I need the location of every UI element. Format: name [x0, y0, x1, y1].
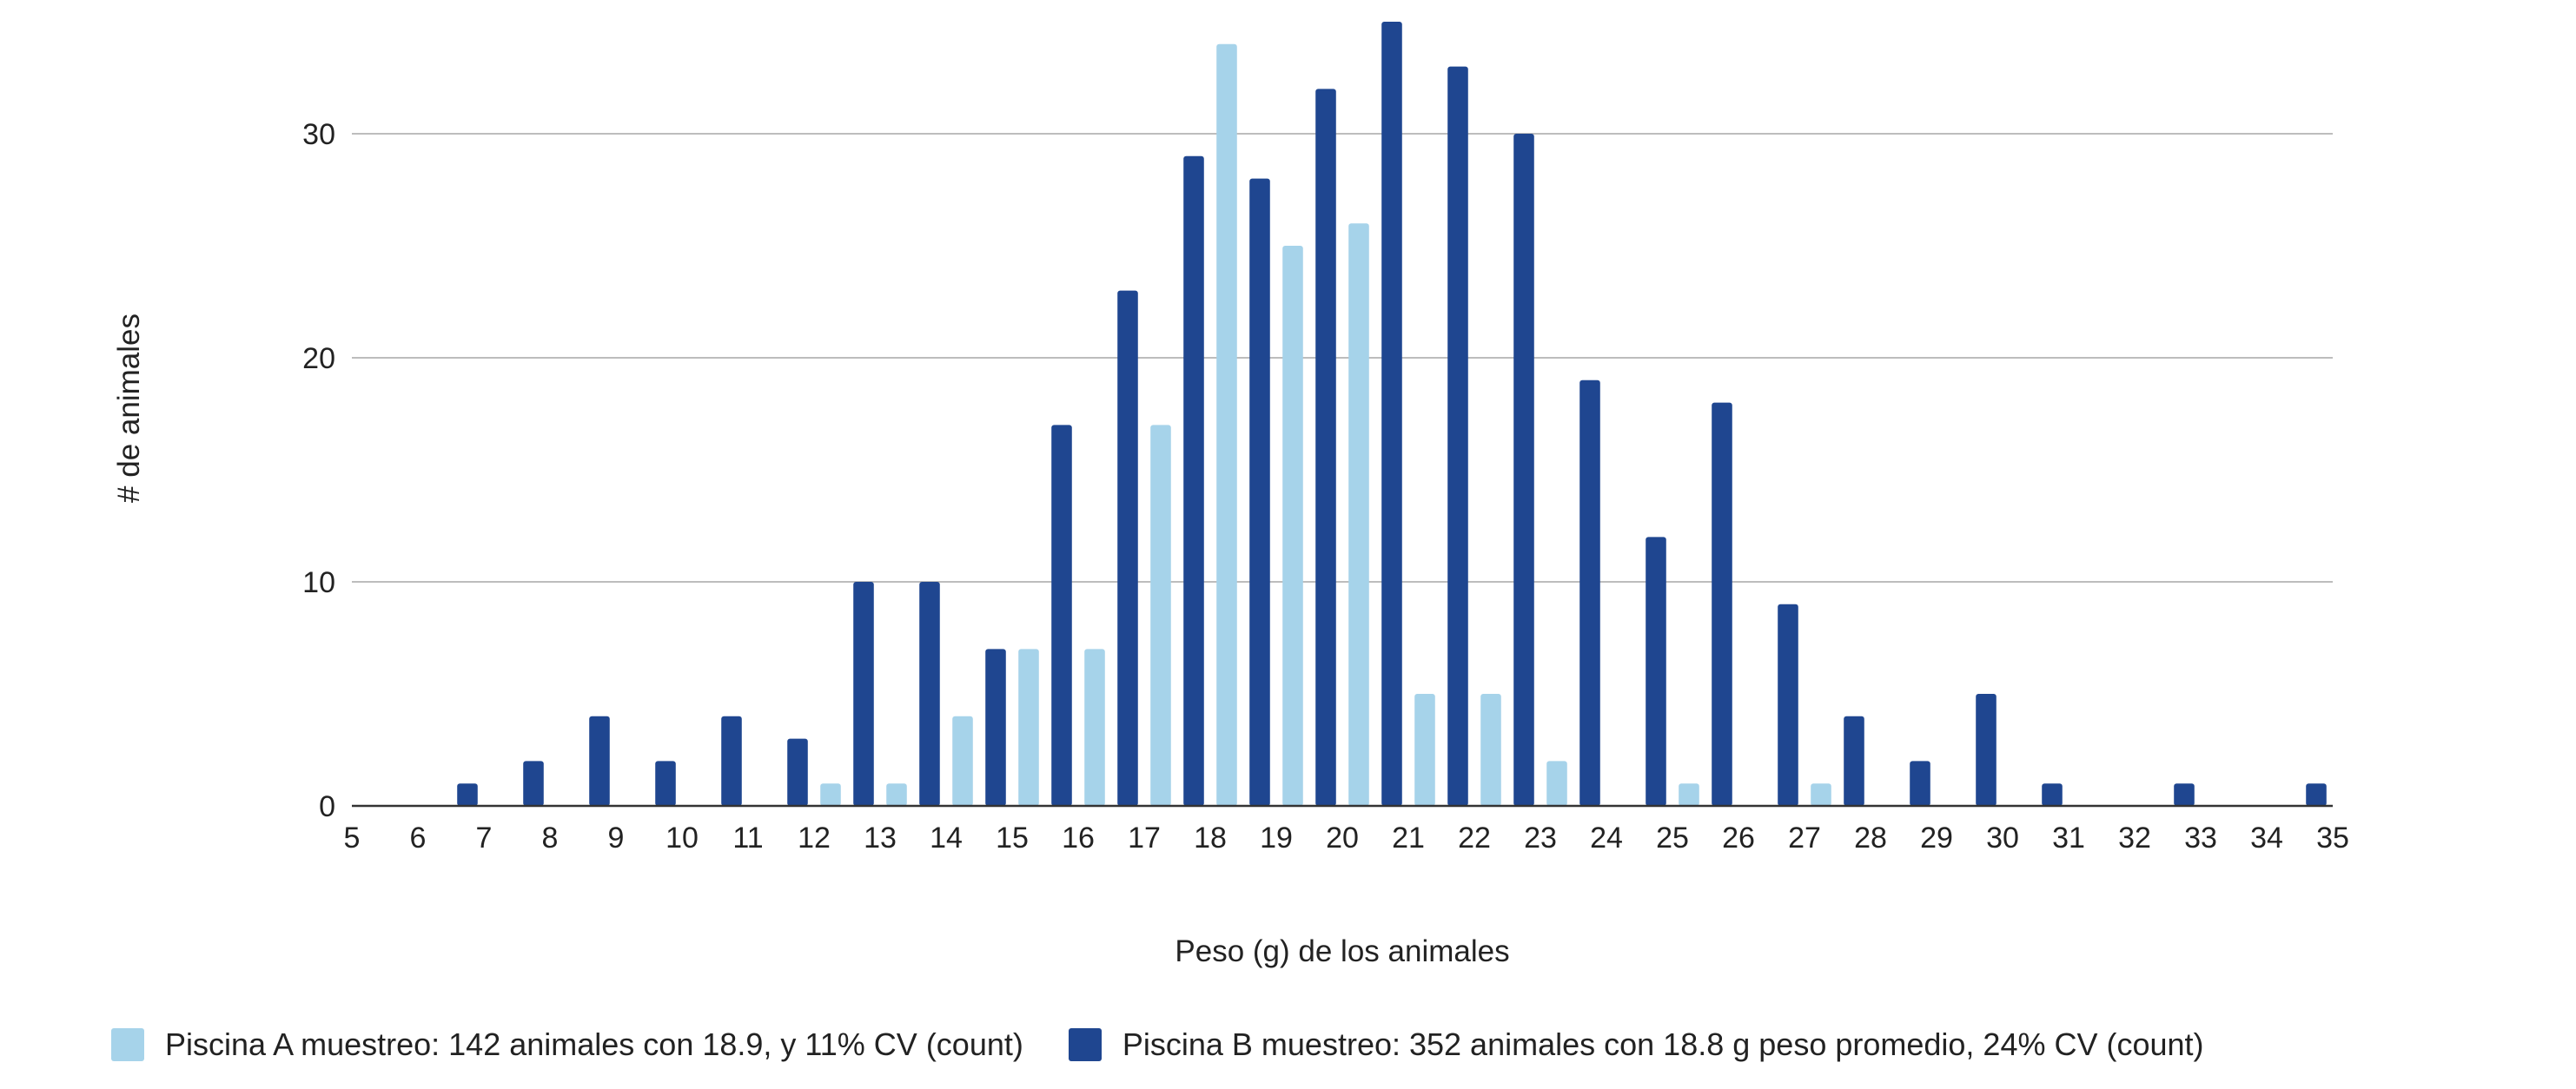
bar-piscina-a-12	[820, 783, 841, 806]
x-tick-label-11: 11	[732, 822, 763, 855]
x-tick-label-6: 6	[410, 822, 427, 855]
bar-piscina-b-14	[985, 649, 1006, 806]
y-axis-tick-labels: 0 10 20 30	[302, 118, 335, 823]
y-tick-label-30: 30	[302, 118, 335, 151]
bar-piscina-b-16	[1117, 290, 1138, 807]
bar-piscina-b-34	[2306, 783, 2327, 806]
legend-item-piscina-a: Piscina A muestreo: 142 animales con 18.…	[111, 1026, 1023, 1063]
y-axis-title: # de animales	[112, 314, 146, 503]
x-tick-label-10: 10	[666, 822, 699, 855]
legend-swatch-piscina-a	[111, 1028, 144, 1061]
bar-piscina-a-25	[1679, 783, 1699, 806]
bar-piscina-a-23	[1546, 761, 1567, 806]
x-tick-label-8: 8	[542, 822, 559, 855]
bar-piscina-b-18	[1249, 178, 1270, 807]
bar-piscina-b-26	[1778, 604, 1798, 806]
bar-piscina-b-23	[1579, 380, 1600, 806]
x-tick-label-29: 29	[1920, 822, 1953, 855]
bar-piscina-b-11	[787, 738, 808, 806]
bar-piscina-b-8	[589, 716, 610, 806]
bar-piscina-b-32	[2174, 783, 2195, 806]
bar-piscina-b-21	[1447, 66, 1468, 807]
bar-piscina-a-14	[952, 716, 973, 806]
x-tick-label-7: 7	[476, 822, 493, 855]
x-tick-label-26: 26	[1722, 822, 1755, 855]
x-tick-label-33: 33	[2184, 822, 2217, 855]
bar-piscina-b-28	[1910, 761, 1930, 806]
gridlines	[352, 133, 2333, 583]
bar-piscina-a-19	[1282, 246, 1303, 806]
x-axis-title: Peso (g) de los animales	[1175, 934, 1509, 968]
bars	[457, 22, 2327, 807]
bar-piscina-b-24	[1646, 537, 1666, 806]
bar-piscina-b-29	[1976, 694, 1997, 806]
x-tick-label-16: 16	[1062, 822, 1095, 855]
y-tick-label-20: 20	[302, 342, 335, 375]
bar-piscina-b-6	[457, 783, 478, 806]
legend-item-piscina-b: Piscina B muestreo: 352 animales con 18.…	[1068, 1026, 2204, 1063]
bar-piscina-b-27	[1844, 716, 1864, 806]
x-tick-label-34: 34	[2250, 822, 2283, 855]
x-tick-label-17: 17	[1128, 822, 1161, 855]
bar-piscina-b-10	[721, 716, 742, 806]
x-tick-label-12: 12	[798, 822, 831, 855]
x-tick-label-28: 28	[1854, 822, 1887, 855]
x-tick-label-14: 14	[930, 822, 963, 855]
x-tick-label-19: 19	[1260, 822, 1293, 855]
x-tick-label-20: 20	[1326, 822, 1359, 855]
bar-piscina-a-27	[1811, 783, 1831, 806]
bar-piscina-b-13	[919, 582, 940, 806]
x-tick-label-23: 23	[1524, 822, 1557, 855]
bar-piscina-b-30	[2042, 783, 2063, 806]
x-tick-label-30: 30	[1986, 822, 2019, 855]
y-tick-label-10: 10	[302, 566, 335, 599]
bar-piscina-a-17	[1150, 425, 1171, 806]
x-tick-label-15: 15	[996, 822, 1029, 855]
x-tick-label-5: 5	[344, 822, 361, 855]
bar-piscina-a-13	[886, 783, 907, 806]
bar-piscina-b-25	[1712, 402, 1732, 806]
x-tick-label-31: 31	[2052, 822, 2085, 855]
x-tick-label-27: 27	[1788, 822, 1821, 855]
x-axis-tick-labels: 5 6 7 8 9 10 11 12 13 14 15 16 17 18 19 20 21 22 23 24 25 26 2…	[344, 822, 2349, 855]
x-tick-label-22: 22	[1458, 822, 1491, 855]
bar-piscina-b-12	[853, 582, 874, 806]
x-tick-label-32: 32	[2118, 822, 2151, 855]
x-tick-label-18: 18	[1194, 822, 1227, 855]
legend-label-piscina-b: Piscina B muestreo: 352 animales con 18.…	[1122, 1026, 2204, 1062]
x-tick-label-24: 24	[1590, 822, 1623, 855]
bar-piscina-b-22	[1513, 134, 1534, 806]
bar-piscina-a-18	[1216, 43, 1237, 807]
x-tick-label-35: 35	[2316, 822, 2349, 855]
legend-label-piscina-a: Piscina A muestreo: 142 animales con 18.…	[165, 1026, 1023, 1062]
bar-piscina-b-17	[1183, 155, 1204, 807]
bar-piscina-b-7	[523, 761, 544, 806]
bar-piscina-a-20	[1348, 223, 1369, 806]
bar-piscina-a-16	[1084, 649, 1105, 806]
x-tick-label-21: 21	[1392, 822, 1425, 855]
bar-piscina-b-9	[655, 761, 676, 806]
y-tick-label-0: 0	[319, 790, 335, 823]
legend-swatch-piscina-b	[1068, 1028, 1102, 1061]
x-tick-label-13: 13	[864, 822, 897, 855]
x-tick-label-25: 25	[1656, 822, 1689, 855]
bar-piscina-b-15	[1051, 425, 1072, 806]
legend: Piscina A muestreo: 142 animales con 18.…	[111, 1026, 2204, 1063]
bar-piscina-b-20	[1381, 22, 1402, 806]
bar-piscina-a-15	[1018, 649, 1039, 806]
x-tick-label-9: 9	[608, 822, 625, 855]
bar-piscina-b-19	[1315, 89, 1336, 806]
bar-piscina-a-22	[1480, 694, 1501, 806]
bar-piscina-a-21	[1414, 694, 1435, 806]
